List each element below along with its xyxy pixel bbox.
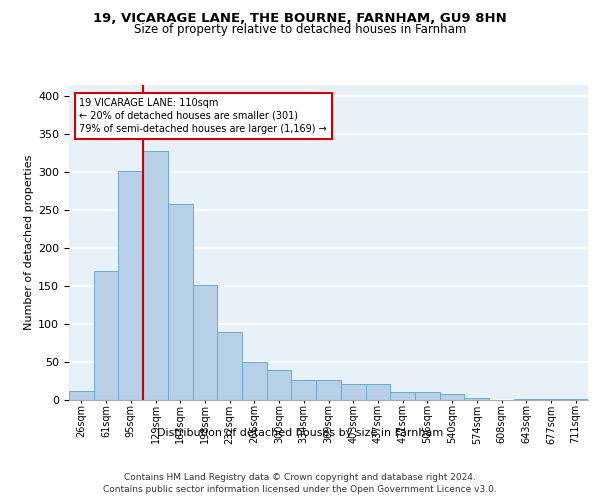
Bar: [316, 380, 341, 400]
Bar: [143, 151, 168, 400]
Bar: [390, 392, 415, 400]
Bar: [217, 332, 242, 400]
Text: Contains public sector information licensed under the Open Government Licence v3: Contains public sector information licen…: [103, 485, 497, 494]
Bar: [94, 271, 118, 400]
Bar: [514, 399, 539, 400]
Text: Distribution of detached houses by size in Farnham: Distribution of detached houses by size …: [157, 428, 443, 438]
Bar: [440, 394, 464, 400]
Bar: [464, 398, 489, 400]
Bar: [193, 284, 217, 400]
Y-axis label: Number of detached properties: Number of detached properties: [24, 155, 34, 330]
Bar: [242, 362, 267, 400]
Bar: [168, 204, 193, 400]
Text: Contains HM Land Registry data © Crown copyright and database right 2024.: Contains HM Land Registry data © Crown c…: [124, 472, 476, 482]
Bar: [415, 392, 440, 400]
Text: 19, VICARAGE LANE, THE BOURNE, FARNHAM, GU9 8HN: 19, VICARAGE LANE, THE BOURNE, FARNHAM, …: [93, 12, 507, 26]
Bar: [69, 391, 94, 400]
Bar: [563, 399, 588, 400]
Bar: [341, 384, 365, 400]
Bar: [539, 399, 563, 400]
Bar: [267, 370, 292, 400]
Bar: [118, 171, 143, 400]
Text: 19 VICARAGE LANE: 110sqm
← 20% of detached houses are smaller (301)
79% of semi-: 19 VICARAGE LANE: 110sqm ← 20% of detach…: [79, 98, 327, 134]
Text: Size of property relative to detached houses in Farnham: Size of property relative to detached ho…: [134, 22, 466, 36]
Bar: [365, 384, 390, 400]
Bar: [292, 380, 316, 400]
